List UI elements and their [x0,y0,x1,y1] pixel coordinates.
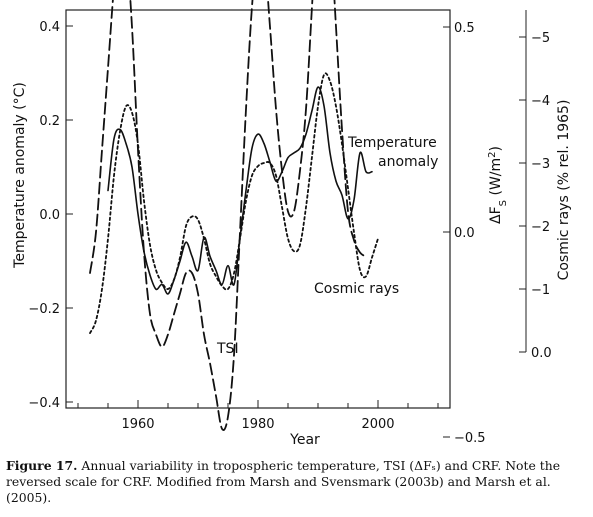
series-line-cosmic-rays [89,72,379,334]
right-outer-tick-label: −4 [531,94,550,109]
x-axis-title: Year [289,432,320,448]
left-tick-label: 0.4 [39,20,60,35]
x-axis: 1960 1980 2000 [77,400,439,432]
right-inner-tick-label: 0.5 [454,21,475,36]
dfs-label-end: ) [488,146,504,151]
right-outer-axis: −5 −4 −3 −2 −1 0.0 [519,10,552,361]
left-axis: 0.4 0.2 0.0 −0.2 −0.4 [28,20,73,411]
series-line-temperature-anomaly [107,86,373,295]
series-layer [89,0,379,431]
figure-caption: Figure 17. Annual variability in troposp… [6,458,591,506]
plot-frame [65,9,451,409]
x-tick-label: 1960 [121,417,154,432]
right-inner-axis: 1.00.50.0−0.5 [443,21,486,446]
right-inner-tick-label: −0.5 [454,431,486,446]
caption-text: Annual variability in tropospheric tempe… [6,458,561,505]
dfs-label-main: ΔF [488,206,504,224]
x-tick-label: 1980 [241,417,274,432]
climate-chart: 0.40.20.0−0.2−0.4 1.00.50.0−0.5 −5−4−3−2… [12,0,572,448]
dfs-label-sup: 2 [487,151,498,157]
right-outer-tick-label: −1 [531,283,550,298]
right-outer-tick-label: −5 [531,31,550,46]
dfs-label-unit: (W/m [488,158,504,200]
annotation-cosmic-rays: Cosmic rays [314,281,399,297]
right-outer-tick-label: −3 [531,157,550,172]
right-inner-tick-label: 0.0 [454,226,475,241]
annotation-temperature-1: Temperature [347,135,437,151]
annotation-tsi: TSI [216,341,239,357]
series-line-tsi [89,0,367,431]
left-axis-title: Temperature anomaly (°C) [12,82,28,269]
dfs-label-sub: S [498,200,509,206]
left-tick-label: 0.2 [39,114,60,129]
right-outer-tick-label: −2 [531,220,550,235]
right-outer-tick-label: 0.0 [531,346,552,361]
annotation-temperature-2: anomaly [378,154,438,170]
left-tick-label: 0.0 [39,208,60,223]
left-tick-label: −0.4 [28,396,60,411]
left-tick-label: −0.2 [28,302,60,317]
x-tick-label: 2000 [361,417,394,432]
right-outer-axis-title: Cosmic rays (% rel. 1965) [556,100,572,281]
right-inner-axis-title: ΔFS (W/m2) [487,146,509,224]
caption-label: Figure 17. [6,458,78,473]
